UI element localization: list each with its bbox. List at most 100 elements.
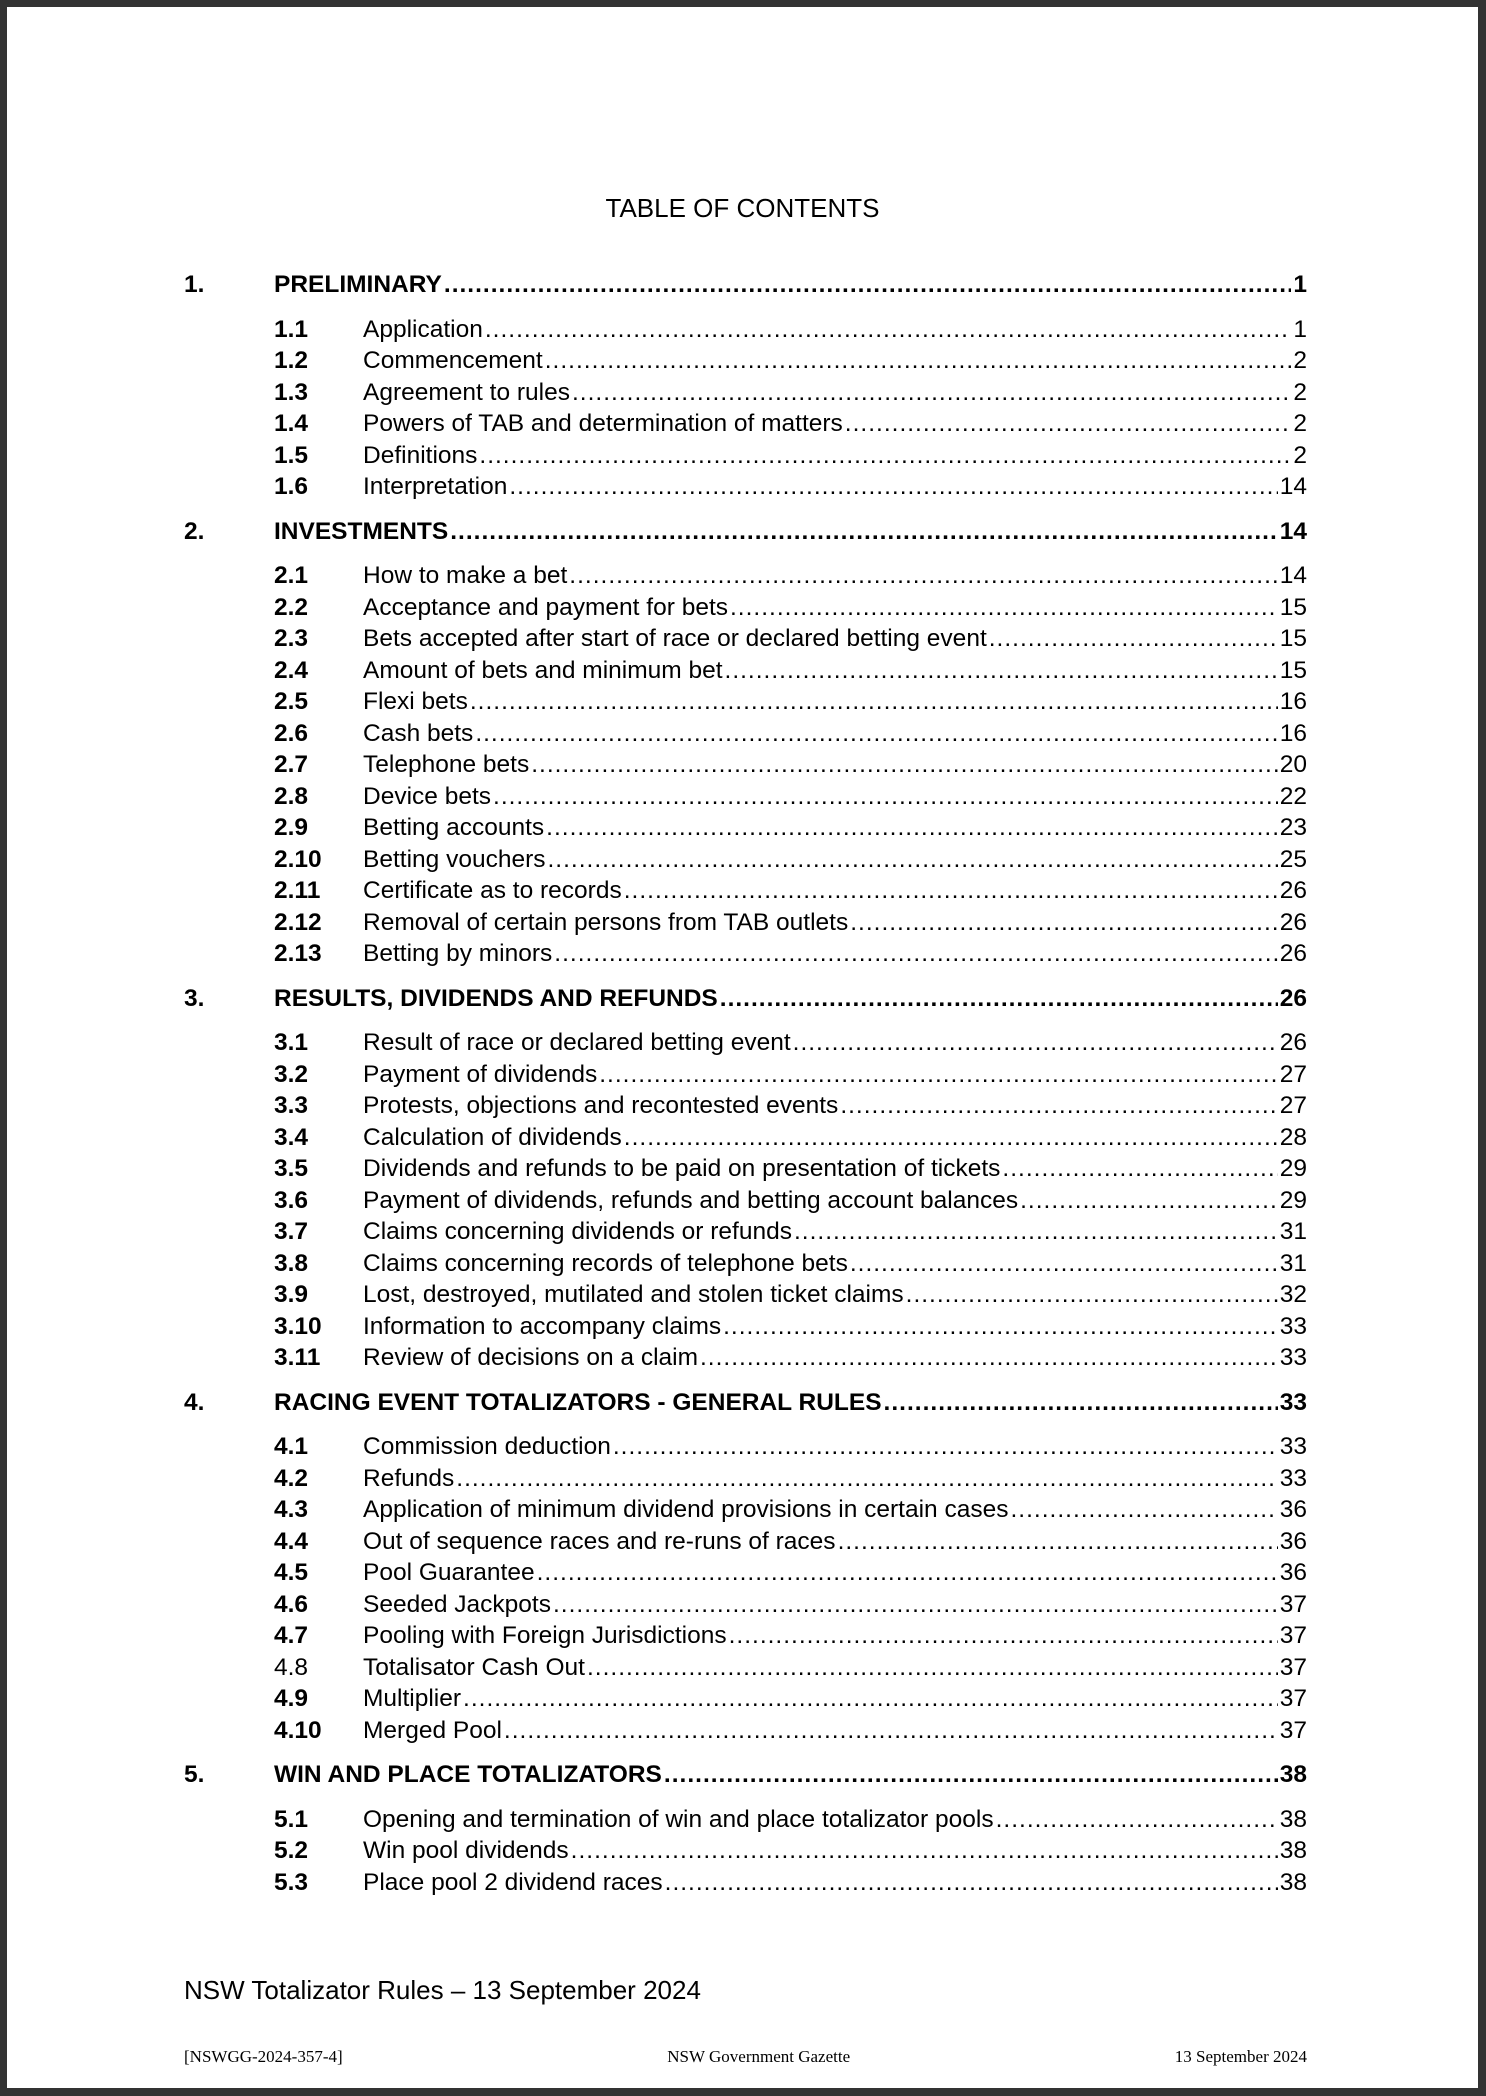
subsection-title: Pooling with Foreign Jurisdictions (363, 1622, 727, 1649)
toc-section-entry[interactable]: 1. PRELIMINARY 1 (184, 269, 1307, 301)
toc-subsection-entry[interactable]: 2.3 Bets accepted after start of race or … (184, 623, 1307, 655)
dot-leader (720, 983, 1278, 1015)
dot-leader (509, 471, 1277, 503)
toc-subsection-entry[interactable]: 1.1 Application 1 (184, 314, 1307, 346)
section-title: INVESTMENTS (274, 517, 449, 545)
document-footer-title: NSW Totalizator Rules – 13 September 202… (184, 1975, 701, 2005)
dot-leader (1020, 1185, 1278, 1217)
toc-subsection-entry[interactable]: 1.5 Definitions 2 (184, 440, 1307, 472)
toc-subsection-entry[interactable]: 4.8 Totalisator Cash Out 37 (184, 1652, 1307, 1684)
subsection-number: 1.6 (274, 473, 309, 500)
toc-subsection-entry[interactable]: 3.3 Protests, objections and recontested … (184, 1090, 1307, 1122)
subsection-title: Review of decisions on a claim (363, 1344, 698, 1371)
toc-subsection-entry[interactable]: 1.2 Commencement 2 (184, 345, 1307, 377)
page-number: 26 (1279, 1029, 1307, 1056)
dot-leader (700, 1342, 1278, 1374)
subsection-number: 4.6 (274, 1590, 309, 1618)
toc-section-entry[interactable]: 3. RESULTS, DIVIDENDS AND REFUNDS 26 (184, 983, 1307, 1015)
subsection-title: Flexi bets (363, 688, 468, 715)
subsection-title: Telephone bets (363, 751, 530, 778)
toc-subsection-entry[interactable]: 4.7 Pooling with Foreign Jurisdictions 37 (184, 1620, 1307, 1652)
toc-subsection-entry[interactable]: 3.9 Lost, destroyed, mutilated and stolen… (184, 1279, 1307, 1311)
toc-subsection-entry[interactable]: 3.4 Calculation of dividends 28 (184, 1122, 1307, 1154)
toc-subsection-entry[interactable]: 5.1 Opening and termination of win and pl… (184, 1804, 1307, 1836)
toc-subsection-entry[interactable]: 2.4 Amount of bets and minimum bet 15 (184, 655, 1307, 687)
subsection-title: Payment of dividends (363, 1060, 598, 1088)
toc-subsection-entry[interactable]: 4.1 Commission deduction 33 (184, 1431, 1307, 1463)
page-number: 16 (1279, 719, 1307, 747)
toc-subsection-entry[interactable]: 4.6 Seeded Jackpots 37 (184, 1589, 1307, 1621)
subsection-title: Cash bets (363, 719, 474, 747)
toc-section-entry[interactable]: 4. RACING EVENT TOTALIZATORS - GENERAL RU… (184, 1387, 1307, 1419)
dot-leader (665, 1867, 1278, 1899)
toc-subsection-entry[interactable]: 3.10 Information to accompany claims 33 (184, 1311, 1307, 1343)
toc-subsection-entry[interactable]: 2.10 Betting vouchers 25 (184, 844, 1307, 876)
dot-leader (553, 1589, 1278, 1621)
page-number: 26 (1279, 877, 1307, 904)
dot-leader (485, 314, 1292, 346)
subsection-number: 1.2 (274, 347, 309, 374)
subsection-number: 2.10 (274, 845, 322, 873)
dot-leader (845, 408, 1292, 440)
toc-subsection-entry[interactable]: 2.8 Device bets 22 (184, 781, 1307, 813)
toc-subsection-entry[interactable]: 2.7 Telephone bets 20 (184, 749, 1307, 781)
gazette-footer: [NSWGG-2024-357-4] NSW Government Gazett… (184, 2047, 1307, 2067)
page-number: 27 (1279, 1060, 1307, 1088)
toc-subsection-entry[interactable]: 4.4 Out of sequence races and re-runs of … (184, 1526, 1307, 1558)
subsection-title: Powers of TAB and determination of matte… (363, 410, 843, 437)
toc-subsection-entry[interactable]: 3.2 Payment of dividends 27 (184, 1059, 1307, 1091)
page-number: 2 (1293, 378, 1307, 406)
page-number: 25 (1279, 845, 1307, 873)
toc-subsection-entry[interactable]: 4.2 Refunds 33 (184, 1463, 1307, 1495)
dot-leader (624, 1122, 1278, 1154)
dot-leader (996, 1804, 1278, 1836)
subsection-number: 2.3 (274, 625, 309, 652)
toc-subsection-entry[interactable]: 5.3 Place pool 2 dividend races 38 (184, 1867, 1307, 1899)
dot-leader (587, 1652, 1278, 1684)
section-number: 5. (184, 1761, 205, 1788)
subsection-number: 4.10 (274, 1716, 322, 1744)
dot-leader (1010, 1494, 1277, 1526)
subsection-title: Multiplier (363, 1685, 462, 1712)
toc-subsection-entry[interactable]: 3.7 Claims concerning dividends or refund… (184, 1216, 1307, 1248)
toc-subsection-entry[interactable]: 4.3 Application of minimum dividend provi… (184, 1494, 1307, 1526)
dot-leader (599, 1059, 1277, 1091)
page-number: 36 (1279, 1559, 1307, 1586)
toc-subsection-entry[interactable]: 4.5 Pool Guarantee 36 (184, 1557, 1307, 1589)
toc-subsection-entry[interactable]: 1.4 Powers of TAB and determination of ma… (184, 408, 1307, 440)
toc-subsection-entry[interactable]: 5.2 Win pool dividends 38 (184, 1835, 1307, 1867)
toc-subsection-entry[interactable]: 3.11 Review of decisions on a claim 33 (184, 1342, 1307, 1374)
subsection-number: 5.2 (274, 1837, 309, 1864)
toc-subsection-entry[interactable]: 3.1 Result of race or declared betting ev… (184, 1027, 1307, 1059)
toc-subsection-entry[interactable]: 2.11 Certificate as to records 26 (184, 875, 1307, 907)
toc-subsection-entry[interactable]: 3.8 Claims concerning records of telephon… (184, 1248, 1307, 1280)
dot-leader (729, 1620, 1278, 1652)
dot-leader (504, 1715, 1278, 1747)
section-title: RESULTS, DIVIDENDS AND REFUNDS (274, 984, 718, 1012)
page-number: 26 (1279, 940, 1307, 967)
page-number: 33 (1279, 1464, 1307, 1492)
toc-subsection-entry[interactable]: 2.5 Flexi bets 16 (184, 686, 1307, 718)
toc-subsection-entry[interactable]: 3.5 Dividends and refunds to be paid on p… (184, 1153, 1307, 1185)
toc-subsection-entry[interactable]: 2.13 Betting by minors 26 (184, 938, 1307, 970)
toc-subsection-entry[interactable]: 3.6 Payment of dividends, refunds and bet… (184, 1185, 1307, 1217)
subsection-title: Agreement to rules (363, 378, 570, 406)
section-number: 2. (184, 517, 205, 545)
dot-leader (463, 1683, 1278, 1715)
toc-subsection-entry[interactable]: 4.9 Multiplier 37 (184, 1683, 1307, 1715)
toc-section-entry[interactable]: 5. WIN AND PLACE TOTALIZATORS 38 (184, 1759, 1307, 1791)
page-number: 31 (1279, 1218, 1307, 1245)
toc-subsection-entry[interactable]: 4.10 Merged Pool 37 (184, 1715, 1307, 1747)
toc-subsection-entry[interactable]: 2.6 Cash bets 16 (184, 718, 1307, 750)
toc-subsection-entry[interactable]: 2.2 Acceptance and payment for bets 15 (184, 592, 1307, 624)
toc-subsection-entry[interactable]: 1.3 Agreement to rules 2 (184, 377, 1307, 409)
page-number: 33 (1279, 1344, 1307, 1371)
toc-section-entry[interactable]: 2. INVESTMENTS 14 (184, 516, 1307, 548)
toc-subsection-entry[interactable]: 2.1 How to make a bet 14 (184, 560, 1307, 592)
subsection-title: How to make a bet (363, 562, 568, 589)
subsection-title: Commencement (363, 347, 543, 374)
toc-subsection-entry[interactable]: 1.6 Interpretation 14 (184, 471, 1307, 503)
dot-leader (456, 1463, 1277, 1495)
toc-subsection-entry[interactable]: 2.12 Removal of certain persons from TAB … (184, 907, 1307, 939)
toc-subsection-entry[interactable]: 2.9 Betting accounts 23 (184, 812, 1307, 844)
